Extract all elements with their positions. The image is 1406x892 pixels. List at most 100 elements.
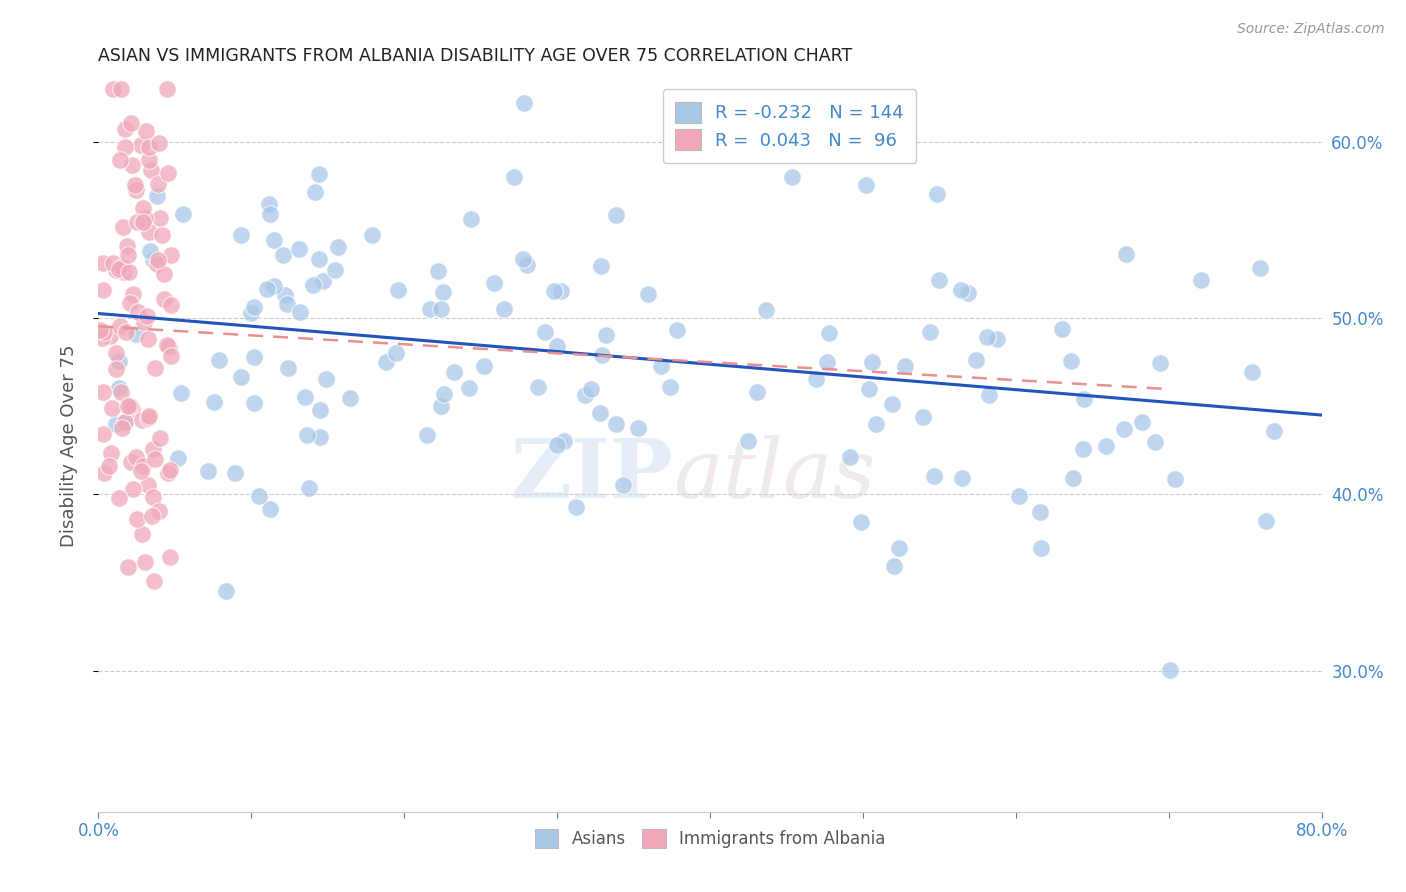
Point (111, 260, 134, 274)
Point (148, 504, 170, 518)
Point (737, 434, 759, 449)
Point (887, 541, 910, 555)
Point (138, 225, 160, 239)
Point (304, 186, 326, 200)
Point (136, 411, 159, 425)
Point (880, 397, 903, 411)
Point (315, 372, 337, 386)
Point (131, 413, 153, 427)
Point (112, 219, 135, 234)
Point (1164, 473, 1187, 487)
Point (135, 124, 157, 138)
Point (129, 137, 152, 152)
Point (911, 409, 934, 424)
Point (309, 430, 332, 444)
Point (117, 247, 139, 261)
Point (156, 82, 179, 96)
Point (143, 451, 166, 466)
Point (259, 207, 281, 221)
Point (298, 482, 321, 496)
Point (160, 349, 183, 363)
Point (139, 244, 162, 258)
Point (591, 348, 613, 362)
Point (815, 355, 838, 369)
Point (818, 326, 841, 340)
Point (550, 284, 572, 298)
Point (125, 450, 148, 465)
Point (145, 257, 167, 271)
Point (242, 301, 264, 315)
Point (745, 385, 768, 400)
Point (132, 201, 155, 215)
Point (1263, 424, 1285, 438)
Point (1071, 442, 1094, 456)
Point (612, 478, 634, 492)
Point (224, 467, 246, 481)
Point (512, 252, 534, 267)
Point (122, 482, 145, 496)
Point (91, 256, 114, 270)
Point (98, 329, 121, 343)
Point (110, 82, 132, 96)
Point (333, 52, 356, 66)
Point (157, 340, 180, 354)
Point (138, 140, 160, 154)
Point (957, 285, 980, 300)
Point (374, 355, 396, 369)
Point (1189, 273, 1212, 287)
Point (202, 395, 225, 409)
Point (93, 467, 115, 481)
Point (134, 211, 156, 226)
Point (91, 384, 114, 399)
Point (149, 431, 172, 445)
Point (100, 446, 122, 460)
Point (136, 332, 159, 346)
Point (118, 265, 141, 279)
Point (159, 298, 181, 312)
Point (339, 391, 361, 405)
Point (865, 417, 887, 432)
Point (125, 215, 148, 229)
Point (138, 153, 160, 168)
Point (893, 359, 915, 374)
Point (838, 450, 860, 464)
Point (574, 388, 596, 402)
Point (1029, 541, 1052, 556)
Point (918, 326, 941, 340)
Point (134, 315, 156, 329)
Point (141, 442, 163, 456)
Point (120, 116, 142, 130)
Point (546, 339, 568, 353)
Point (121, 401, 143, 416)
Point (135, 309, 157, 323)
Point (108, 491, 131, 505)
Point (117, 239, 139, 253)
Point (1073, 392, 1095, 407)
Point (104, 346, 127, 360)
Point (125, 183, 148, 197)
Point (308, 252, 330, 267)
Point (1029, 505, 1052, 519)
Point (361, 228, 384, 243)
Point (247, 489, 270, 503)
Point (117, 559, 139, 574)
Point (91, 331, 114, 345)
Point (503, 169, 526, 184)
Point (142, 252, 165, 267)
Point (326, 240, 349, 254)
Point (482, 276, 505, 290)
Point (1241, 365, 1264, 379)
Point (141, 509, 163, 524)
Point (1050, 322, 1073, 336)
Point (605, 208, 627, 222)
Point (114, 140, 136, 154)
Point (125, 511, 148, 525)
Point (543, 284, 565, 298)
Y-axis label: Disability Age Over 75: Disability Age Over 75 (59, 344, 77, 548)
Point (114, 415, 136, 429)
Point (427, 264, 450, 278)
Point (1254, 514, 1277, 528)
Point (443, 365, 465, 379)
Point (112, 265, 135, 279)
Point (110, 153, 132, 168)
